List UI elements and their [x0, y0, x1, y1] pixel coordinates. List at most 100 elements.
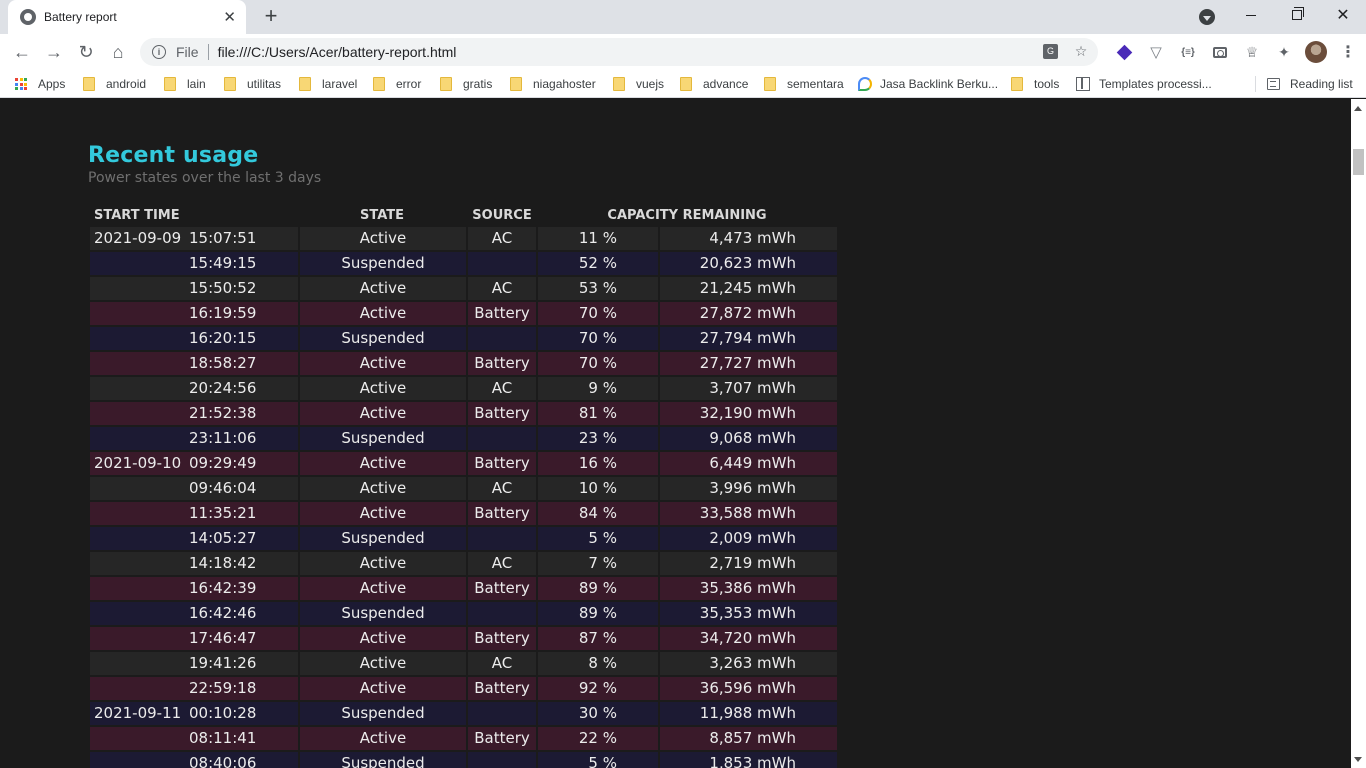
puzzle-icon[interactable]: ✦	[1278, 43, 1290, 60]
home-icon[interactable]: ⌂	[112, 42, 124, 62]
minimize-button[interactable]	[1228, 0, 1274, 30]
new-tab-button[interactable]: +	[264, 3, 278, 28]
table-row: 20:24:56 Active AC 9 % 3,707 mWh	[90, 377, 837, 402]
cell-capacity-mwh: 32,190 mWh	[660, 402, 837, 425]
tab-search-icon[interactable]	[1199, 9, 1215, 25]
cell-start-time: 16:20:15	[90, 327, 298, 350]
extension-diamond-icon[interactable]	[1108, 39, 1140, 65]
cell-time: 14:05:27	[189, 529, 257, 547]
star-icon[interactable]: ☆	[1074, 42, 1088, 59]
extension-basket-icon[interactable]: ♕	[1245, 43, 1259, 60]
cell-start-time: 22:59:18	[90, 677, 298, 700]
restore-button[interactable]	[1274, 0, 1320, 30]
cell-source: AC	[468, 377, 536, 400]
window-close-button[interactable]: ✕	[1336, 7, 1350, 24]
cell-start-time: 16:42:39	[90, 577, 298, 600]
reading-list-button[interactable]: Reading list	[1267, 75, 1353, 93]
bookmark-gratis[interactable]: gratis	[440, 75, 492, 93]
bookmark-tools[interactable]: tools	[1011, 75, 1059, 93]
table-row: 15:50:52 Active AC 53 % 21,245 mWh	[90, 277, 837, 302]
cell-start-time: 16:19:59	[90, 302, 298, 325]
table-row: 17:46:47 Active Battery 87 % 34,720 mWh	[90, 627, 837, 652]
extension-camera-icon[interactable]	[1204, 39, 1236, 65]
scroll-up-icon[interactable]	[1354, 106, 1362, 111]
cell-capacity-percent: 52 %	[538, 252, 658, 275]
table-row: 2021-09-10 09:29:49 Active Battery 16 % 6,449…	[90, 452, 837, 477]
cell-capacity-percent: 70 %	[538, 302, 658, 325]
bookmark-label: vuejs	[636, 77, 665, 91]
cell-time: 21:52:38	[189, 404, 257, 422]
cell-state: Active	[300, 577, 466, 600]
cell-time: 00:10:28	[189, 704, 257, 722]
link-favicon-icon	[858, 77, 872, 91]
cell-capacity-mwh: 36,596 mWh	[660, 677, 837, 700]
cell-source: AC	[468, 552, 536, 575]
cell-capacity-mwh: 4,473 mWh	[660, 227, 837, 250]
cell-capacity-mwh: 35,386 mWh	[660, 577, 837, 600]
folder-icon	[764, 77, 776, 91]
bookmark-laravel[interactable]: laravel	[299, 75, 357, 93]
bookmark-advance[interactable]: advance	[680, 75, 748, 93]
cell-time: 22:59:18	[189, 679, 257, 697]
cell-capacity-percent: 22 %	[538, 727, 658, 750]
cell-capacity-percent: 89 %	[538, 577, 658, 600]
forward-arrow-icon[interactable]: →	[45, 42, 63, 62]
cell-capacity-mwh: 27,794 mWh	[660, 327, 837, 350]
bookmark-lain[interactable]: lain	[164, 75, 206, 93]
profile-avatar[interactable]	[1300, 39, 1332, 65]
cell-source: AC	[468, 652, 536, 675]
bookmark-templates[interactable]: Templates processi...	[1076, 75, 1212, 93]
cell-start-time: 17:46:47	[90, 627, 298, 650]
menu-kebab-icon[interactable]: ⋮	[1340, 44, 1356, 61]
bookmark-android[interactable]: android	[83, 75, 146, 93]
scroll-down-icon[interactable]	[1354, 757, 1362, 762]
tab-battery-report[interactable]: Battery report ✕	[8, 0, 246, 34]
extension-json-icon[interactable]: {≡}	[1181, 46, 1195, 58]
cell-capacity-percent: 70 %	[538, 352, 658, 375]
cell-start-time: 21:52:38	[90, 402, 298, 425]
bookmark-apps[interactable]: Apps	[15, 75, 65, 93]
cell-state: Active	[300, 377, 466, 400]
cell-source	[468, 252, 536, 275]
cell-capacity-percent: 92 %	[538, 677, 658, 700]
cell-start-time: 23:11:06	[90, 427, 298, 450]
omnibox-url[interactable]: file:///C:/Users/Acer/battery-report.htm…	[217, 44, 457, 60]
cell-capacity-percent: 84 %	[538, 502, 658, 525]
cell-capacity-percent: 16 %	[538, 452, 658, 475]
omnibox-divider	[207, 44, 209, 60]
table-row: 16:19:59 Active Battery 70 % 27,872 mWh	[90, 302, 837, 327]
vertical-scrollbar[interactable]	[1351, 99, 1366, 768]
tab-title: Battery report	[44, 10, 117, 24]
bookmark-niagahoster[interactable]: niagahoster	[510, 75, 596, 93]
page-viewport: Recent usage Power states over the last …	[0, 99, 1366, 768]
extension-vue-icon[interactable]: ▽	[1150, 44, 1162, 61]
cell-capacity-percent: 9 %	[538, 377, 658, 400]
address-bar[interactable]: i File file:///C:/Users/Acer/battery-rep…	[140, 38, 1098, 66]
cell-time: 08:40:06	[189, 754, 257, 768]
folder-icon	[299, 77, 311, 91]
bookmark-error[interactable]: error	[373, 75, 421, 93]
cell-start-time: 2021-09-09 15:07:51	[90, 227, 298, 250]
table-row: 16:42:39 Active Battery 89 % 35,386 mWh	[90, 577, 837, 602]
table-row: 23:11:06 Suspended 23 % 9,068 mWh	[90, 427, 837, 452]
scroll-thumb[interactable]	[1353, 149, 1364, 175]
reload-icon[interactable]: ↻	[78, 42, 94, 62]
cell-source: Battery	[468, 627, 536, 650]
bookmark-vuejs[interactable]: vuejs	[613, 75, 664, 93]
tab-close-icon[interactable]: ✕	[223, 8, 236, 26]
cell-capacity-percent: 81 %	[538, 402, 658, 425]
bookmark-sementara[interactable]: sementara	[764, 75, 844, 93]
bookmark-utilitas[interactable]: utilitas	[224, 75, 281, 93]
info-icon[interactable]: i	[152, 45, 166, 59]
reading-list-icon	[1267, 78, 1280, 90]
cell-state: Active	[300, 352, 466, 375]
translate-icon[interactable]: G	[1043, 43, 1058, 59]
cell-time: 11:35:21	[189, 504, 257, 522]
browser-toolbar: ← → ↻ ⌂ i File file:///C:/Users/Acer/bat…	[0, 34, 1366, 70]
bookmark-jasa-backlink[interactable]: Jasa Backlink Berku...	[858, 75, 998, 93]
cell-time: 16:42:46	[189, 604, 257, 622]
cell-time: 15:49:15	[189, 254, 257, 272]
back-arrow-icon[interactable]: ←	[13, 42, 31, 62]
table-row: 19:41:26 Active AC 8 % 3,263 mWh	[90, 652, 837, 677]
cell-time: 09:46:04	[189, 479, 257, 497]
